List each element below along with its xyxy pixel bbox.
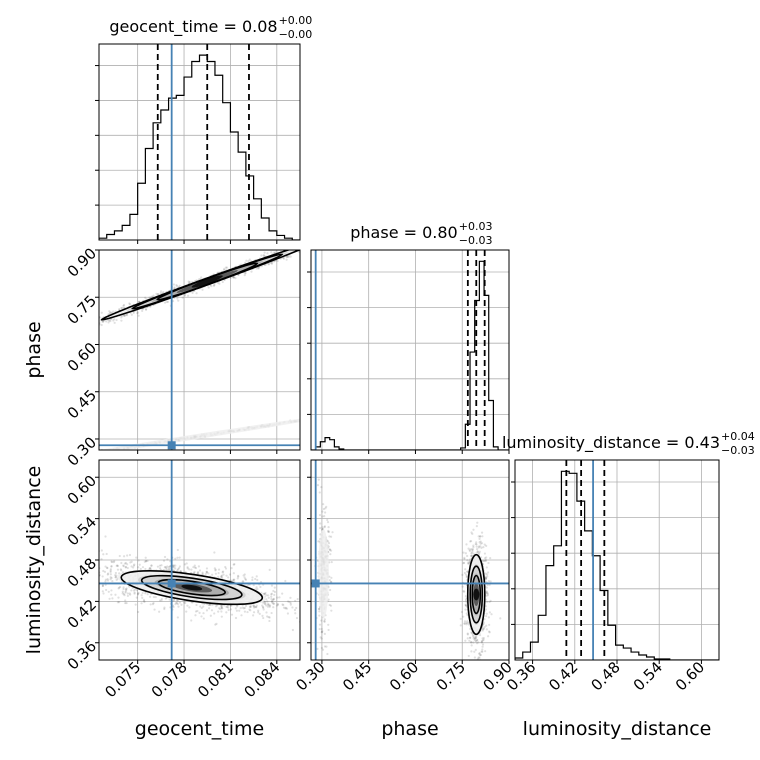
x-tick-label: 0.75 (433, 658, 469, 694)
x-tick-label: 0.48 (587, 658, 623, 694)
truth-marker (167, 441, 176, 450)
title-plus-error: +0.03 (459, 220, 493, 233)
y-tick-label: 0.48 (64, 554, 100, 590)
panel-frame (98, 459, 301, 661)
contour (469, 565, 484, 624)
panel-frame (310, 459, 510, 661)
contour (120, 570, 264, 606)
title-plus-error: +0.04 (721, 430, 755, 443)
x-axis-label-phase: phase (381, 718, 438, 740)
x-tick-label: 0.60 (386, 658, 422, 694)
x-tick-label: 0.45 (339, 658, 375, 694)
title-minus-error: −0.03 (459, 234, 493, 247)
contour (466, 553, 486, 636)
joint-panel-geocent_time-phase: 0.30 0.45 0.60 0.75 0.90 (64, 244, 301, 470)
panel-frame (514, 459, 720, 661)
histogram-luminosity_distance (515, 470, 719, 660)
truth-marker (311, 579, 320, 588)
y-tick-label: 0.54 (64, 513, 100, 549)
y-tick-label: 0.45 (64, 386, 100, 422)
histogram-geocent_time (99, 54, 300, 240)
panel-frame (98, 43, 301, 241)
hist-panel-geocent_time: geocent_time = 0.08 +0.00−0.00 (95, 14, 312, 244)
y-tick-label: 0.60 (64, 339, 100, 375)
title-minus-error: −0.00 (279, 28, 313, 41)
x-tick-label: 0.081 (194, 658, 237, 701)
y-tick-label: 0.60 (64, 472, 100, 508)
density-level (191, 275, 223, 288)
joint-panel-geocent_time-luminosity_distance: 0.075 0.078 0.081 0.084 0.36 0.42 0.48 0.54 0.60 (64, 459, 301, 701)
contour (471, 574, 482, 615)
x-tick-label: 0.54 (630, 658, 666, 694)
x-axis-label-geocent_time: geocent_time (135, 718, 264, 740)
contour (140, 574, 243, 601)
panel-title-geocent_time: geocent_time = 0.08 (109, 17, 277, 37)
density-level (181, 584, 203, 591)
truth-marker (167, 579, 176, 588)
density-level (99, 414, 300, 450)
x-tick-label: 0.075 (101, 658, 144, 701)
density-level (473, 588, 480, 601)
x-tick-label: 0.60 (672, 658, 708, 694)
y-tick-label: 0.42 (64, 596, 100, 632)
y-tick-label: 0.36 (64, 637, 100, 673)
panel-frame (98, 249, 301, 451)
y-axis-label-phase: phase (23, 321, 45, 378)
panel-frame (310, 249, 510, 451)
panel-title-phase: phase = 0.80 (350, 223, 457, 242)
contour (156, 262, 259, 301)
hist-panel-phase: phase = 0.80 +0.03−0.03 (307, 220, 510, 454)
x-tick-label: 0.30 (292, 658, 328, 694)
y-tick-label: 0.90 (64, 244, 100, 280)
joint-panel-phase-luminosity_distance: 0.30 0.45 0.60 0.75 0.90 (292, 459, 516, 694)
hist-panel-luminosity_distance: luminosity_distance = 0.43 +0.04−0.030.36… (502, 430, 755, 694)
density-level (318, 529, 329, 619)
title-minus-error: −0.03 (721, 444, 755, 457)
x-axis-label-luminosity_distance: luminosity_distance (523, 718, 712, 740)
x-tick-label: 0.42 (545, 658, 581, 694)
y-axis-label-luminosity_distance: luminosity_distance (23, 466, 45, 655)
x-tick-label: 0.084 (241, 658, 284, 701)
panel-title-luminosity_distance: luminosity_distance = 0.43 (502, 433, 720, 453)
x-tick-label: 0.078 (148, 658, 191, 701)
title-plus-error: +0.00 (279, 14, 313, 27)
histogram-phase (311, 260, 509, 450)
y-tick-label: 0.30 (64, 433, 100, 469)
y-tick-label: 0.75 (64, 292, 100, 328)
